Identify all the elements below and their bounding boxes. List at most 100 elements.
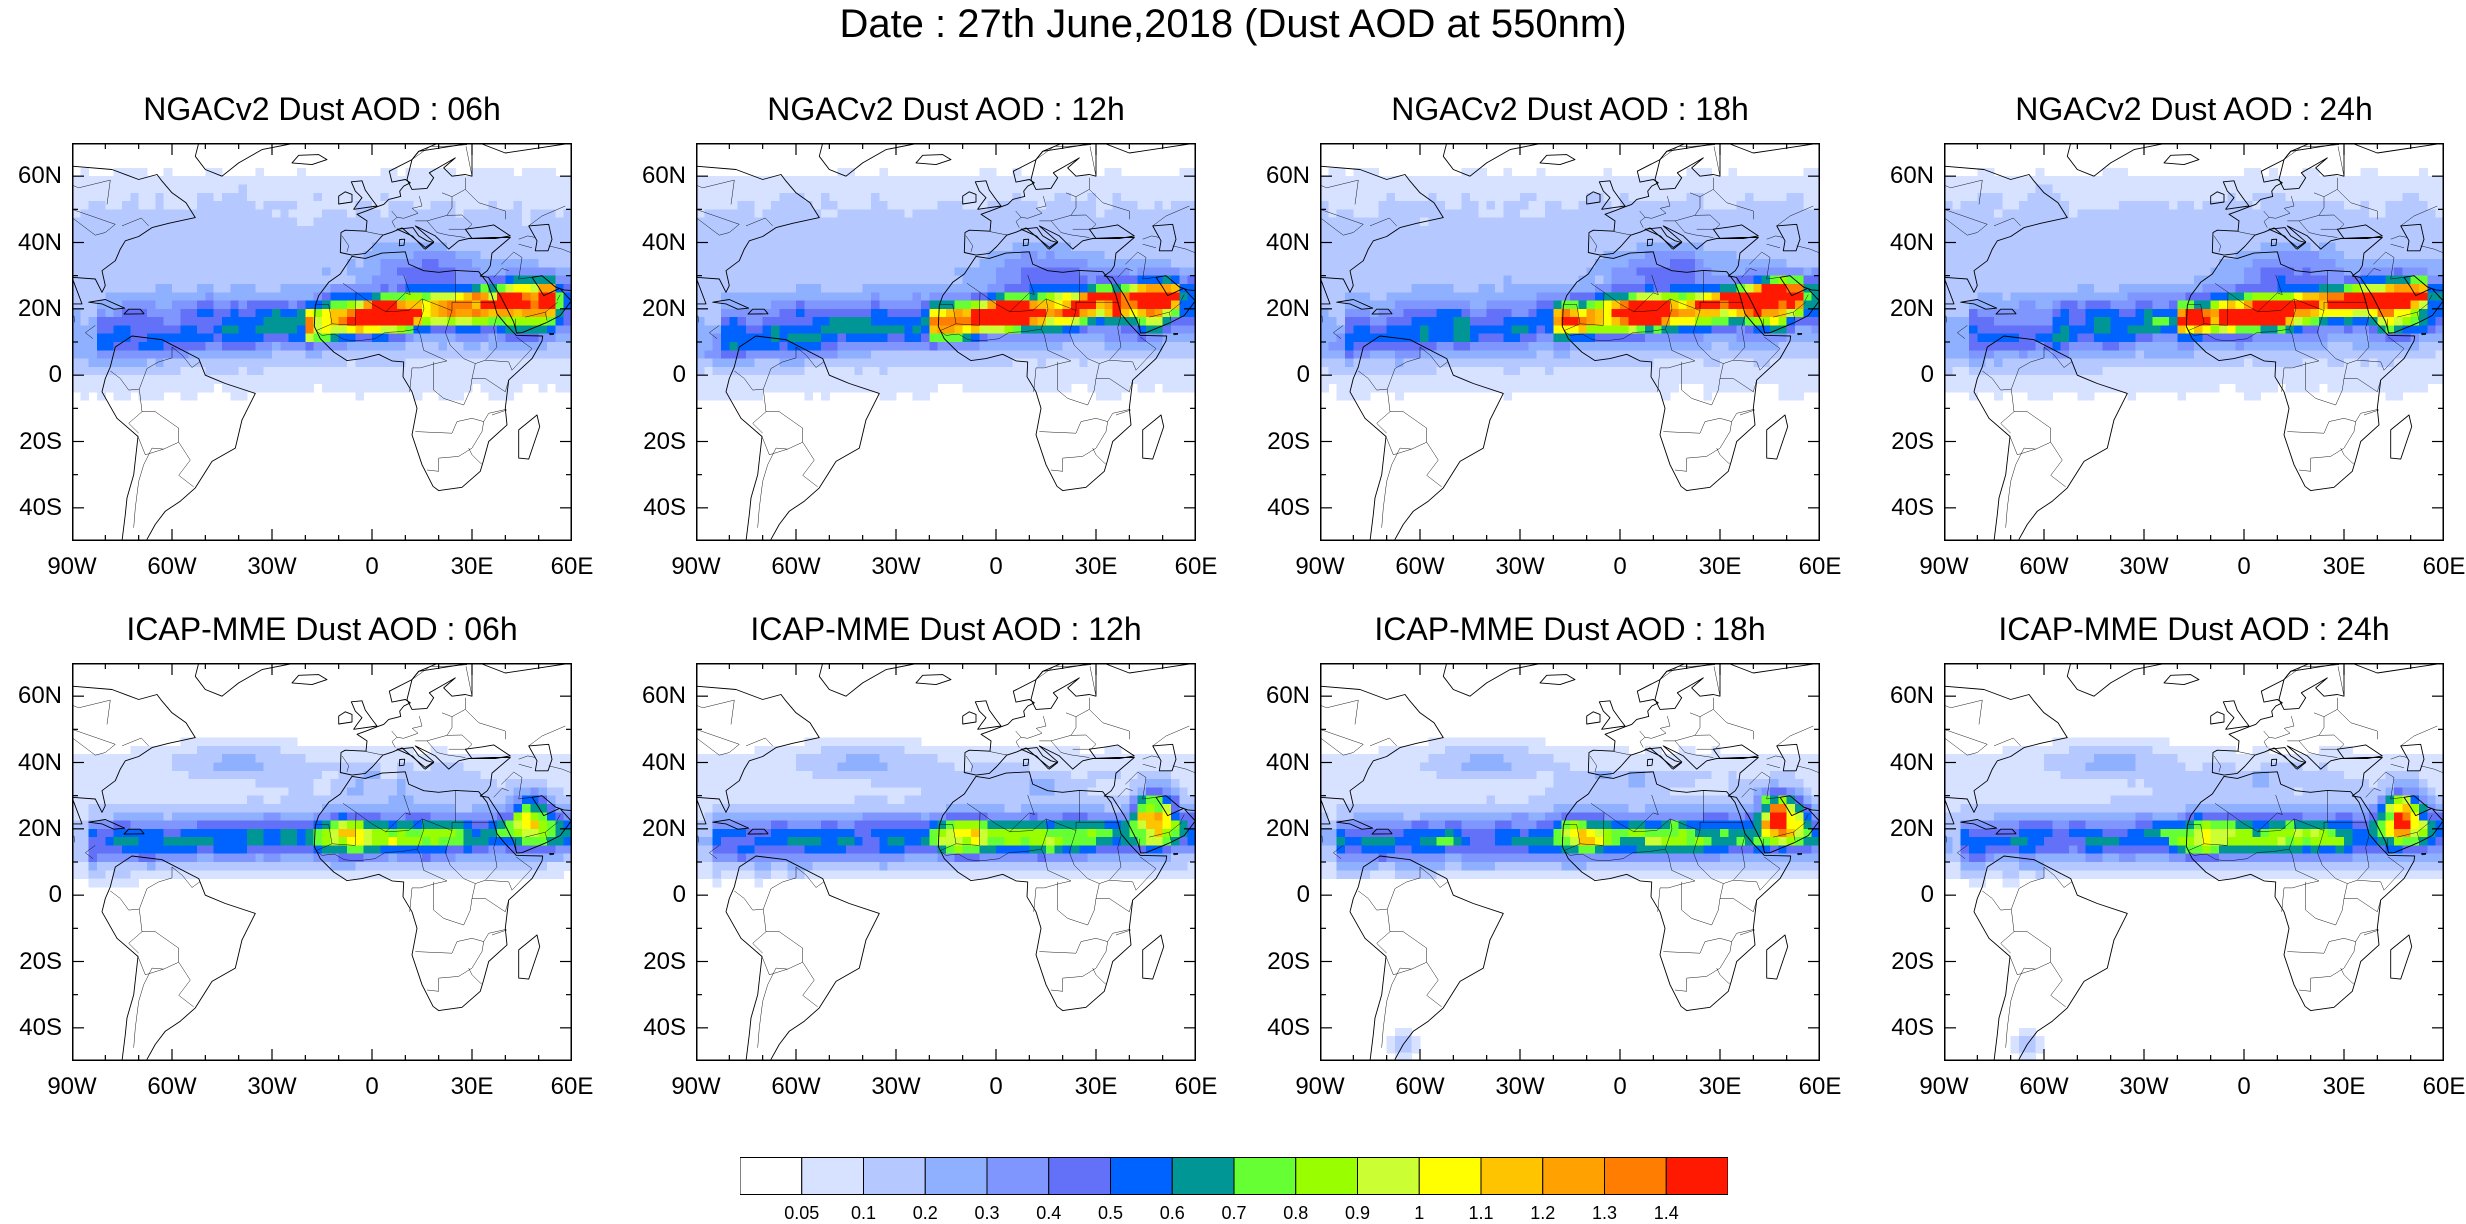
lon-tick-label: 0 [2204,553,2284,581]
lat-tick-label: 0 [673,361,686,389]
lon-tick-label: 60E [532,1073,612,1101]
colorbar-swatch [925,1158,987,1195]
lon-tick-label: 60E [1156,553,1236,581]
lon-tick-label: 90W [32,553,112,581]
lat-tick-label: 40S [1891,1014,1934,1042]
colorbar-swatch [802,1158,864,1195]
colorbar-swatch [1111,1158,1173,1195]
panel-title: NGACv2 Dust AOD : 24h [1894,91,2466,128]
lon-tick-label: 30W [856,1073,936,1101]
lon-tick-label: 30W [2104,1073,2184,1101]
lat-tick-label: 0 [1921,361,1934,389]
lon-tick-label: 30W [1480,1073,1560,1101]
colorbar-label: 1.1 [1451,1203,1511,1224]
panel-title: NGACv2 Dust AOD : 18h [1270,91,1870,128]
aod-field [72,168,572,401]
lat-tick-label: 20S [643,428,686,456]
figure-title: Date : 27th June,2018 (Dust AOD at 550nm… [0,2,2466,47]
dust-aod-map [1320,143,1820,541]
colorbar-swatch [1049,1158,1111,1195]
map-panel [1320,663,1820,1061]
dust-aod-map [72,663,572,1061]
dust-aod-map [1320,663,1820,1061]
lat-tick-label: 40S [643,494,686,522]
lat-tick-label: 20S [1267,948,1310,976]
dust-aod-map [1944,143,2444,541]
lat-tick-label: 20N [1266,815,1310,843]
colorbar-label: 0.8 [1266,1203,1326,1224]
lat-tick-label: 40N [1266,229,1310,257]
lat-tick-label: 0 [49,881,62,909]
colorbar-label: 0.9 [1328,1203,1388,1224]
lat-tick-label: 20N [642,815,686,843]
colorbar-swatch [1172,1158,1234,1195]
lon-tick-label: 30W [232,1073,312,1101]
colorbar-label: 1.4 [1636,1203,1696,1224]
colorbar-label: 1.2 [1513,1203,1573,1224]
colorbar-swatch [1234,1158,1296,1195]
lon-tick-label: 30E [1056,553,1136,581]
lon-tick-label: 0 [2204,1073,2284,1101]
lon-tick-label: 0 [332,553,412,581]
panel-title: ICAP-MME Dust AOD : 24h [1894,611,2466,648]
lon-tick-label: 60E [2404,1073,2466,1101]
lon-tick-label: 30E [2304,553,2384,581]
colorbar-label: 1.3 [1575,1203,1635,1224]
lat-tick-label: 0 [1297,361,1310,389]
aod-field [696,168,1196,401]
lon-tick-label: 60E [1156,1073,1236,1101]
lon-tick-label: 90W [1904,553,1984,581]
lat-tick-label: 40N [642,749,686,777]
aod-field [1944,738,2444,1061]
colorbar-label: 0.4 [1019,1203,1079,1224]
colorbar-swatch [987,1158,1049,1195]
colorbar-swatch [1419,1158,1481,1195]
lat-tick-label: 20S [643,948,686,976]
colorbar [740,1157,1728,1195]
aod-field [1944,168,2444,401]
lat-tick-label: 40N [18,229,62,257]
map-panel [696,663,1196,1061]
lat-tick-label: 40N [642,229,686,257]
lon-tick-label: 30E [1680,1073,1760,1101]
colorbar-label: 0.3 [957,1203,1017,1224]
lat-tick-label: 20N [642,295,686,323]
lon-tick-label: 0 [1580,553,1660,581]
lon-tick-label: 90W [1904,1073,1984,1101]
lat-tick-label: 20S [19,948,62,976]
aod-field [696,738,1196,888]
colorbar-swatch [740,1158,802,1195]
lon-tick-label: 90W [1280,553,1360,581]
colorbar-label: 0.1 [834,1203,894,1224]
colorbar-label: 0.7 [1204,1203,1264,1224]
lat-tick-label: 60N [642,682,686,710]
lon-tick-label: 60W [756,1073,836,1101]
colorbar-swatch [864,1158,926,1195]
lat-tick-label: 60N [18,162,62,190]
colorbar-swatch [1605,1158,1667,1195]
lat-tick-label: 40N [18,749,62,777]
colorbar-label: 0.2 [895,1203,955,1224]
lat-tick-label: 60N [1266,162,1310,190]
colorbar-swatch [1543,1158,1605,1195]
panel-title: NGACv2 Dust AOD : 12h [646,91,1246,128]
lat-tick-label: 40S [1267,1014,1310,1042]
lon-tick-label: 60W [132,553,212,581]
lon-tick-label: 60W [756,553,836,581]
lon-tick-label: 30E [2304,1073,2384,1101]
aod-field [1320,168,1820,401]
panel-title: ICAP-MME Dust AOD : 18h [1270,611,1870,648]
lat-tick-label: 40S [1267,494,1310,522]
lon-tick-label: 30W [856,553,936,581]
map-panel [1944,143,2444,541]
lon-tick-label: 90W [656,553,736,581]
map-panel [72,663,572,1061]
lat-tick-label: 0 [1297,881,1310,909]
lat-tick-label: 60N [1266,682,1310,710]
dust-aod-map [696,663,1196,1061]
lat-tick-label: 20S [1891,948,1934,976]
map-panel [1944,663,2444,1061]
lat-tick-label: 60N [1890,162,1934,190]
lon-tick-label: 60W [1380,1073,1460,1101]
lat-tick-label: 0 [49,361,62,389]
